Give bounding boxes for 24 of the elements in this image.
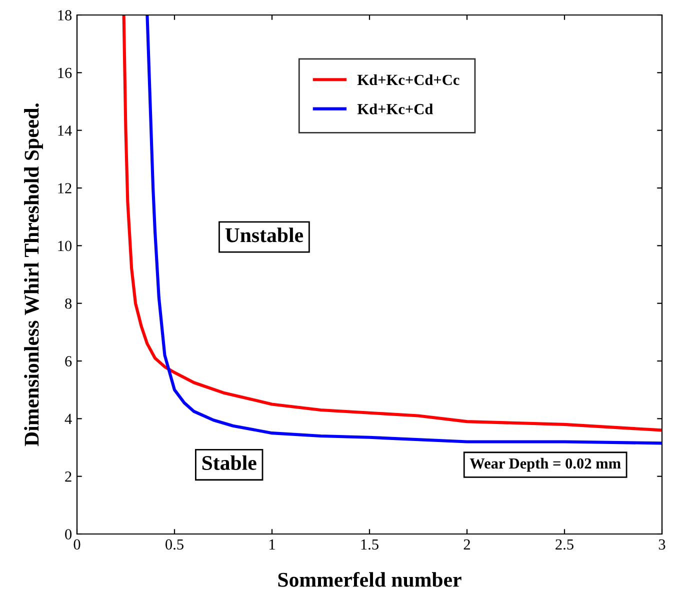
y-tick-label: 12 [58, 183, 72, 194]
legend-label: Kd+Kc+Cd [357, 104, 433, 114]
x-tick-label: 3 [658, 539, 666, 550]
annotation: Unstable [225, 228, 304, 242]
legend-label: Kd+Kc+Cd+Cc [357, 74, 460, 86]
y-tick-label: 2 [65, 472, 72, 482]
y-tick-label: 18 [58, 10, 72, 20]
x-tick-label: 0 [74, 539, 80, 550]
y-tick-label: 10 [58, 240, 72, 252]
y-tick-label: 0 [65, 529, 72, 540]
x-tick-label: 1.5 [361, 539, 378, 550]
x-tick-label: 0.5 [166, 539, 184, 550]
annotation: Wear Depth = 0.02 mm [470, 458, 621, 472]
x-tick-label: 2.5 [556, 539, 574, 550]
y-tick-label: 4 [64, 414, 72, 424]
y-axis-title: Dimensionless Whirl Threshold Speed. [24, 103, 43, 446]
y-tick-label: 14 [58, 126, 72, 136]
x-tick-label: 2 [464, 539, 470, 550]
y-tick-label: 6 [65, 356, 72, 366]
y-tick-label: 16 [58, 68, 72, 78]
annotation: Stable [202, 455, 256, 470]
x-axis-title: Sommerfeld number [278, 572, 462, 587]
y-tick-label: 8 [65, 298, 72, 309]
x-tick-label: 1 [270, 539, 275, 550]
